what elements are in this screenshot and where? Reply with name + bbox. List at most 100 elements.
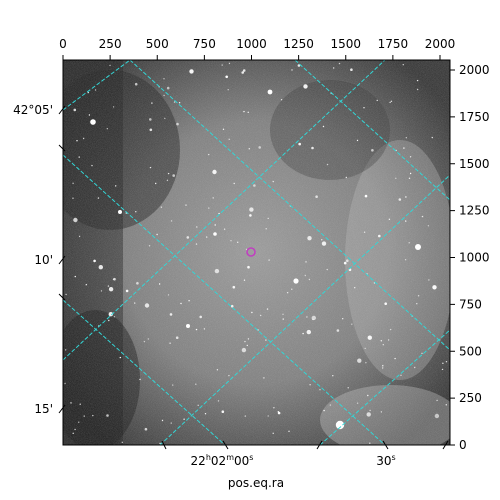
star [291,69,293,71]
star [106,414,109,417]
star [73,108,77,112]
star [357,358,362,363]
star [228,374,230,377]
star [149,118,152,121]
star [212,197,214,199]
star [135,211,137,213]
star [323,409,325,412]
star [329,404,332,406]
star [304,274,306,277]
star [92,414,94,417]
star [371,149,374,152]
star [351,323,353,325]
star [336,329,340,332]
right-tick-label-3: 750 [459,297,482,311]
star [366,412,371,417]
star [249,207,254,212]
star [144,427,148,431]
star [225,75,228,79]
star [79,403,81,405]
star [363,107,365,109]
star [277,411,279,413]
star [244,415,246,417]
star [72,182,74,184]
star [421,215,424,218]
star [367,335,372,340]
bottom-tick-label-2: 30s [376,453,395,468]
star [232,285,236,289]
star [159,442,161,445]
star [167,172,170,175]
noise-layer [63,60,450,445]
star [199,315,202,319]
star [178,102,181,104]
right-tick-label-4: 1000 [459,251,490,265]
star [403,147,405,149]
star [167,294,170,296]
star [315,195,318,198]
star [93,259,96,263]
star [228,138,230,140]
star [265,228,267,230]
star [302,332,304,335]
bottom-tick-3 [316,440,323,450]
star [258,146,262,149]
star [173,101,176,103]
star [144,303,150,308]
star [347,387,349,389]
star [305,261,307,263]
star [78,421,80,423]
star [268,259,270,261]
top-tick-label-2: 500 [146,37,169,51]
star [169,342,171,344]
star [416,303,418,305]
star [176,122,179,126]
top-tick-label-5: 1250 [283,37,314,51]
star [343,261,347,265]
target-circle-icon [246,247,256,257]
star [172,174,175,177]
star [149,166,152,169]
star [369,442,371,444]
star [265,339,267,341]
left-tick-3 [58,255,66,265]
left-tick-label-1: 42°05' [13,103,53,117]
right-tick-label-5: 1250 [459,204,490,218]
star [76,140,78,142]
star [87,91,90,94]
x-axis-title: pos.eq.ra [228,476,284,490]
star [387,339,390,341]
star [108,312,114,317]
bottom-tick-5 [442,440,449,450]
star [382,344,384,346]
top-axis: 0 250 500 750 1000 1250 1500 1750 2000 [59,37,455,60]
star [400,374,402,376]
grid-line-ra-1 [63,154,386,445]
left-tick-1 [58,105,66,115]
star [206,236,208,238]
star [88,114,91,116]
star [414,366,416,369]
star [233,182,235,185]
star [442,362,444,364]
star [119,356,122,359]
star [326,268,328,271]
star [175,336,179,340]
star [108,319,110,322]
star [382,367,384,369]
grid-line-dec-1 [63,60,131,111]
star [222,128,225,130]
star [188,300,190,302]
star [260,314,262,317]
star [384,302,388,306]
star [64,382,66,385]
star [408,177,411,179]
star [321,241,327,246]
star [389,328,392,331]
star [227,89,229,91]
star [172,384,174,386]
star [436,399,438,402]
star [65,349,67,351]
star [185,204,187,206]
